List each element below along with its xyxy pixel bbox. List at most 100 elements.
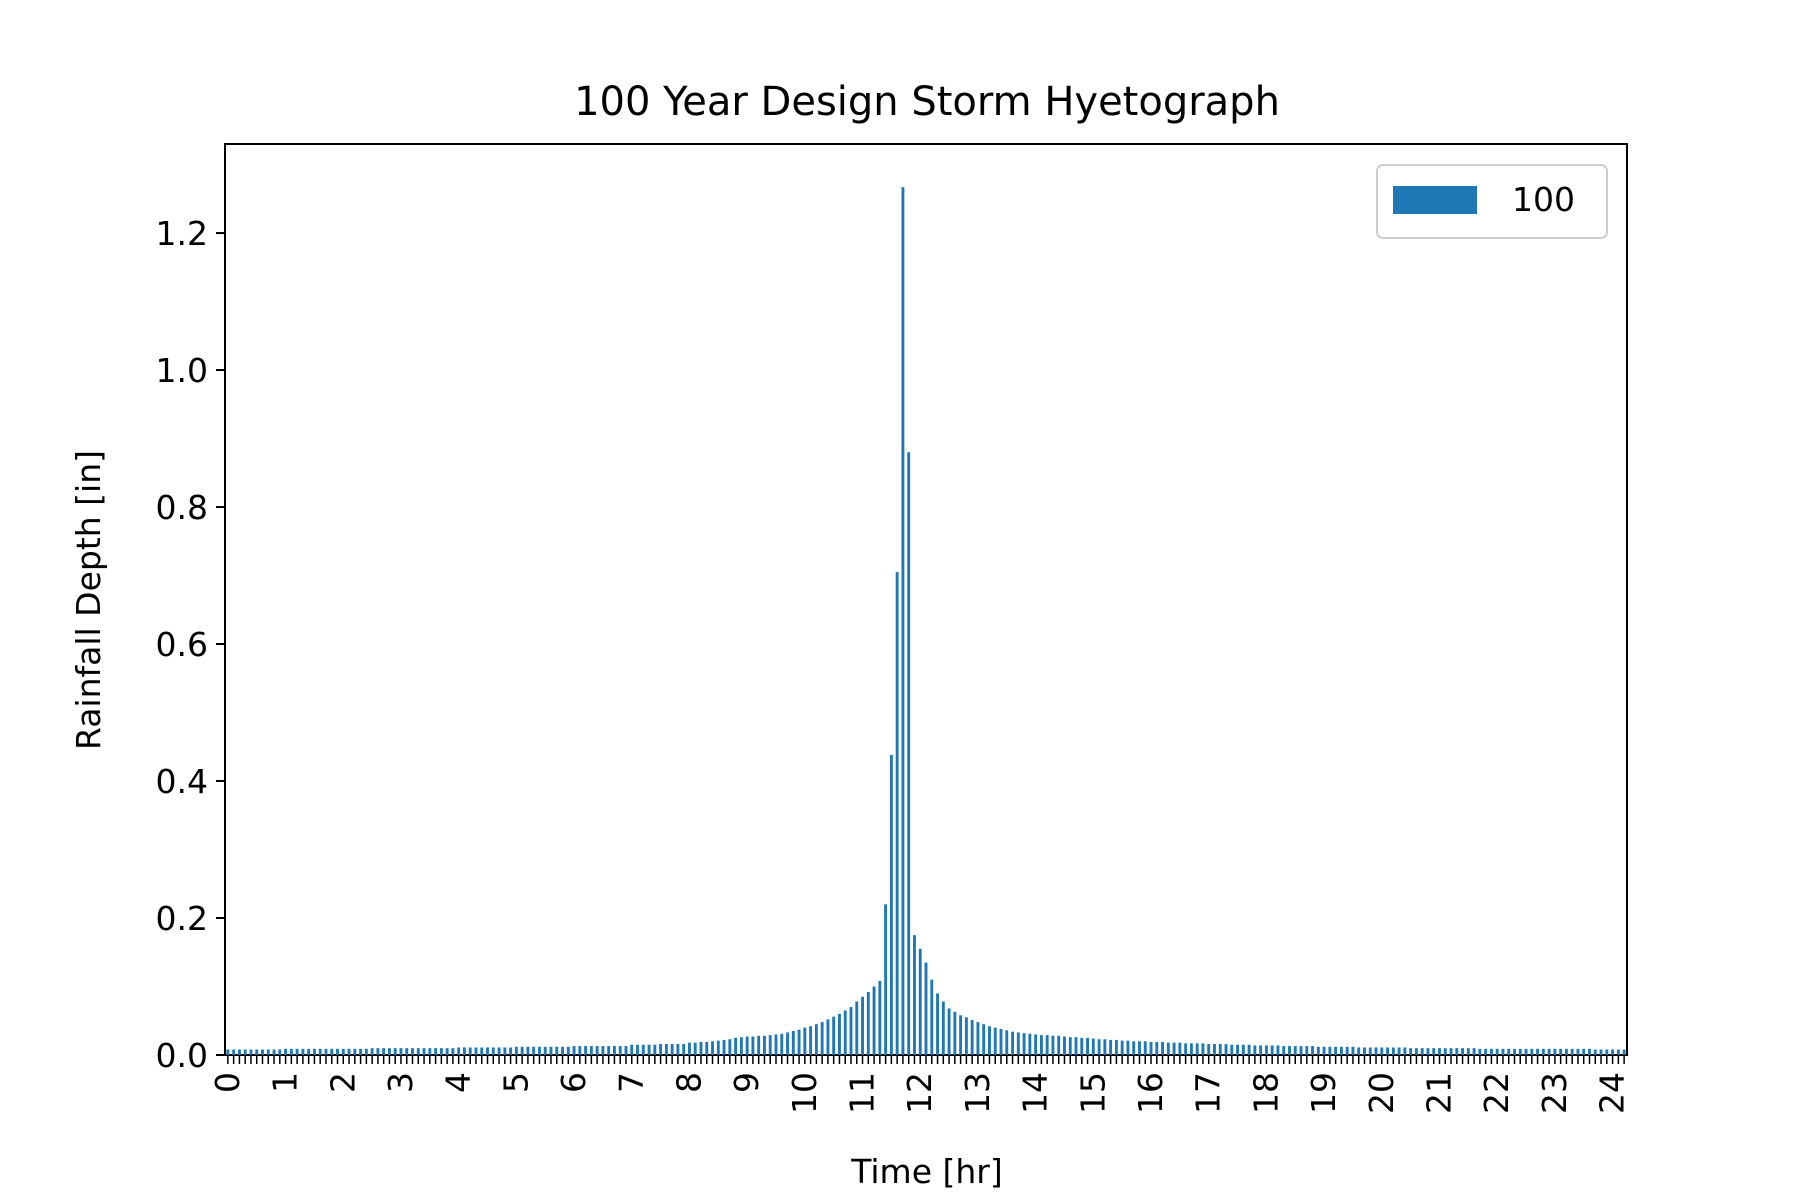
bar — [1034, 1034, 1038, 1055]
bar — [722, 1039, 726, 1055]
bar — [1316, 1046, 1320, 1055]
bar — [1605, 1049, 1609, 1055]
bar — [462, 1047, 466, 1055]
bar — [780, 1033, 784, 1055]
bar — [1397, 1047, 1401, 1055]
bar — [791, 1031, 795, 1055]
bar — [1126, 1040, 1130, 1055]
bar — [1011, 1031, 1014, 1055]
bar — [561, 1046, 564, 1055]
y-tick-label: 1.0 — [156, 351, 208, 390]
bar — [618, 1046, 622, 1055]
bar — [226, 1049, 230, 1055]
bar — [1109, 1039, 1113, 1055]
bar — [826, 1019, 830, 1055]
bar — [976, 1022, 980, 1055]
bar — [861, 996, 864, 1055]
bar — [613, 1046, 616, 1055]
bar — [370, 1048, 374, 1055]
bar — [953, 1011, 957, 1055]
bar — [1432, 1048, 1436, 1055]
bar — [1391, 1047, 1395, 1055]
bar — [1570, 1048, 1574, 1055]
bar — [653, 1044, 657, 1055]
bar — [1322, 1046, 1326, 1055]
bar — [884, 904, 888, 1055]
bar — [1086, 1037, 1089, 1055]
bar — [711, 1041, 714, 1055]
bar — [838, 1013, 841, 1055]
bar — [451, 1048, 455, 1055]
bar — [284, 1048, 288, 1055]
chart-title: 100 Year Design Storm Hyetograph — [574, 79, 1280, 125]
bar — [1564, 1048, 1568, 1055]
bar — [970, 1020, 974, 1055]
bar — [1541, 1048, 1545, 1055]
bar — [924, 962, 928, 1055]
bar — [1576, 1048, 1580, 1055]
x-tick-label: 14 — [1016, 1072, 1055, 1114]
bar — [1484, 1048, 1488, 1055]
x-tick-label: 4 — [439, 1072, 478, 1093]
y-tick-label: 0.0 — [156, 1036, 208, 1075]
bar — [1155, 1041, 1159, 1055]
bar — [1593, 1049, 1597, 1055]
bar — [278, 1049, 282, 1055]
bar — [382, 1048, 386, 1055]
bar — [855, 1001, 859, 1055]
x-tick-label: 7 — [612, 1072, 651, 1093]
bar — [572, 1046, 576, 1055]
bar — [1276, 1045, 1280, 1055]
bar — [1143, 1041, 1147, 1055]
bar — [832, 1016, 836, 1055]
bars-group — [226, 187, 1626, 1055]
bar — [901, 187, 905, 1055]
bar — [1339, 1046, 1343, 1055]
bar — [947, 1008, 951, 1055]
bar — [1005, 1030, 1009, 1055]
bar — [999, 1028, 1003, 1055]
bar — [1489, 1048, 1493, 1055]
bar — [439, 1048, 443, 1055]
x-tick-label: 21 — [1419, 1072, 1458, 1114]
bar — [1501, 1048, 1505, 1055]
bar — [526, 1046, 530, 1055]
bar — [1051, 1035, 1055, 1055]
x-tick-label: 11 — [843, 1072, 882, 1114]
bar — [1328, 1046, 1332, 1055]
bar — [1074, 1037, 1078, 1055]
bar — [1536, 1048, 1540, 1055]
bar — [584, 1046, 588, 1055]
bar — [393, 1048, 397, 1055]
bar — [1513, 1048, 1516, 1055]
bar — [1559, 1048, 1563, 1055]
bar — [1028, 1033, 1032, 1055]
bar — [728, 1039, 732, 1055]
bar — [318, 1048, 322, 1055]
x-tick-label: 10 — [785, 1072, 824, 1114]
x-tick-label: 19 — [1304, 1072, 1343, 1114]
bar — [659, 1044, 663, 1055]
bar — [503, 1047, 507, 1055]
bar — [889, 754, 893, 1055]
x-tick-label: 23 — [1535, 1072, 1574, 1114]
bar — [1172, 1042, 1176, 1055]
bar — [1114, 1039, 1118, 1055]
bar — [555, 1046, 559, 1055]
bar — [941, 1001, 945, 1055]
bar — [1455, 1048, 1459, 1055]
bar — [1132, 1041, 1136, 1055]
bar — [636, 1044, 639, 1055]
bar — [578, 1046, 582, 1055]
bar — [1547, 1048, 1551, 1055]
x-tick-label: 22 — [1477, 1072, 1516, 1114]
x-tick-label: 17 — [1189, 1072, 1228, 1114]
bar — [959, 1015, 963, 1055]
bar — [1588, 1048, 1591, 1055]
bar — [1311, 1046, 1315, 1055]
bar — [1530, 1048, 1534, 1055]
bar — [1063, 1036, 1066, 1055]
bar — [843, 1010, 847, 1055]
bar — [537, 1046, 541, 1055]
bar — [641, 1044, 645, 1055]
